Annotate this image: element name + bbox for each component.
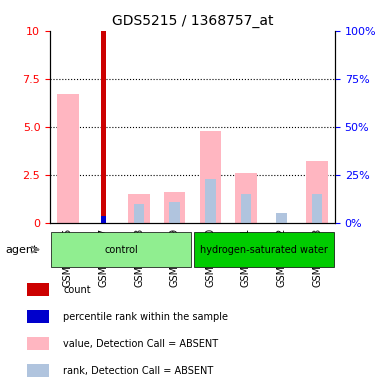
Bar [205, 179, 216, 223]
Bar [27, 364, 49, 377]
Bar [101, 31, 106, 223]
Bar [276, 213, 287, 223]
Bar [169, 202, 180, 223]
Bar [312, 194, 323, 223]
Title: GDS5215 / 1368757_at: GDS5215 / 1368757_at [112, 14, 273, 28]
Bar [199, 131, 221, 223]
Bar [241, 194, 251, 223]
Bar [27, 337, 49, 350]
Bar [27, 310, 49, 323]
FancyBboxPatch shape [194, 232, 333, 267]
Bar [306, 161, 328, 223]
Bar [57, 94, 79, 223]
Text: value, Detection Call = ABSENT: value, Detection Call = ABSENT [63, 339, 218, 349]
Text: percentile rank within the sample: percentile rank within the sample [63, 312, 228, 322]
Bar [134, 204, 144, 223]
Text: control: control [104, 245, 138, 255]
Bar [101, 216, 106, 223]
Text: rank, Detection Call = ABSENT: rank, Detection Call = ABSENT [63, 366, 213, 376]
Bar [27, 283, 49, 296]
Bar [128, 194, 150, 223]
FancyBboxPatch shape [52, 232, 191, 267]
Text: count: count [63, 285, 91, 295]
Bar [164, 192, 186, 223]
Bar [235, 173, 257, 223]
Text: agent: agent [5, 245, 37, 255]
Text: hydrogen-saturated water: hydrogen-saturated water [200, 245, 328, 255]
